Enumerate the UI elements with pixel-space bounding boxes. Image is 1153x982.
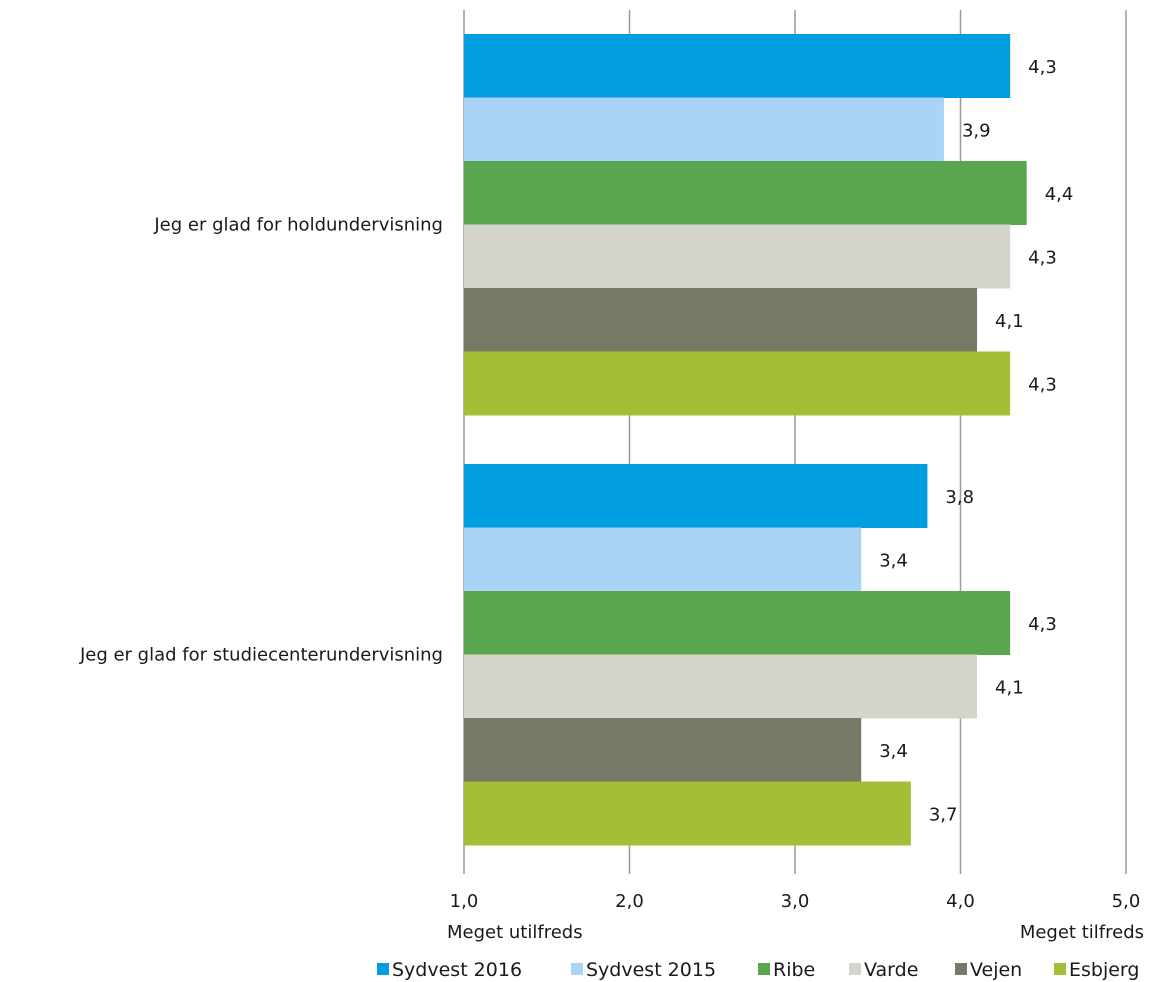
bar-2-3 bbox=[464, 591, 1011, 655]
legend-label-1: Sydvest 2016 bbox=[392, 959, 522, 981]
value-label-2-1: 3,8 bbox=[945, 487, 974, 508]
legend-label-3: Ribe bbox=[773, 959, 815, 981]
value-labels: 4,3 3,9 4,4 4,3 4,1 4,3 3,8 3,4 4,3 4,1 3,4 3,7 bbox=[879, 57, 1073, 826]
legend-swatch-1 bbox=[377, 963, 389, 975]
value-label-2-2: 3,4 bbox=[879, 550, 908, 571]
category-label-1: Jeg er glad for holdundervisning bbox=[153, 215, 443, 236]
bar-2-1 bbox=[464, 464, 928, 528]
value-label-2-6: 3,7 bbox=[929, 804, 958, 825]
x-tick-label-2: 3,0 bbox=[781, 891, 810, 912]
value-label-1-1: 4,3 bbox=[1028, 57, 1057, 78]
legend-swatch-5 bbox=[955, 963, 967, 975]
bar-2-4 bbox=[464, 654, 978, 719]
legend-swatch-3 bbox=[758, 963, 770, 975]
value-label-1-3: 4,4 bbox=[1045, 184, 1074, 205]
bar-2-2 bbox=[464, 527, 862, 592]
value-label-2-4: 4,1 bbox=[995, 677, 1024, 698]
category-labels: Jeg er glad for holdundervisning Jeg er g… bbox=[79, 215, 443, 666]
bar-1-5 bbox=[464, 288, 978, 352]
legend-label-2: Sydvest 2015 bbox=[586, 959, 716, 981]
legend-label-5: Vejen bbox=[970, 959, 1022, 981]
legend-swatch-2 bbox=[571, 963, 583, 975]
x-tick-label-1: 2,0 bbox=[615, 891, 644, 912]
value-label-1-4: 4,3 bbox=[1028, 247, 1057, 268]
bar-1-1 bbox=[464, 34, 1011, 98]
x-tick-label-3: 4,0 bbox=[946, 891, 975, 912]
legend-swatch-4 bbox=[849, 963, 861, 975]
bar-1-6 bbox=[464, 351, 1011, 416]
value-label-1-5: 4,1 bbox=[995, 311, 1024, 332]
legend-label-6: Esbjerg bbox=[1069, 959, 1139, 981]
axis-note-left: Meget utilfreds bbox=[447, 922, 583, 943]
value-label-2-5: 3,4 bbox=[879, 741, 908, 762]
bar-1-3 bbox=[464, 161, 1027, 225]
x-axis-ticks: 1,0 2,0 3,0 4,0 5,0 bbox=[450, 891, 1141, 912]
x-tick-label-4: 5,0 bbox=[1112, 891, 1141, 912]
value-label-1-6: 4,3 bbox=[1028, 374, 1057, 395]
legend-label-4: Varde bbox=[864, 959, 918, 981]
category-label-2: Jeg er glad for studiecenterundervisning bbox=[79, 645, 443, 666]
legend-swatch-6 bbox=[1054, 963, 1066, 975]
bar-1-2 bbox=[464, 97, 944, 162]
bar-2-5 bbox=[464, 718, 862, 782]
x-tick-label-0: 1,0 bbox=[450, 891, 479, 912]
value-label-1-2: 3,9 bbox=[962, 120, 991, 141]
value-label-2-3: 4,3 bbox=[1028, 614, 1057, 635]
bar-2-6 bbox=[464, 781, 911, 846]
axis-note-right: Meget tilfreds bbox=[1020, 922, 1144, 943]
bar-1-4 bbox=[464, 224, 1011, 289]
legend: Sydvest 2016 Sydvest 2015 Ribe Varde Vejen Es… bbox=[377, 959, 1139, 981]
bars bbox=[464, 34, 1027, 846]
